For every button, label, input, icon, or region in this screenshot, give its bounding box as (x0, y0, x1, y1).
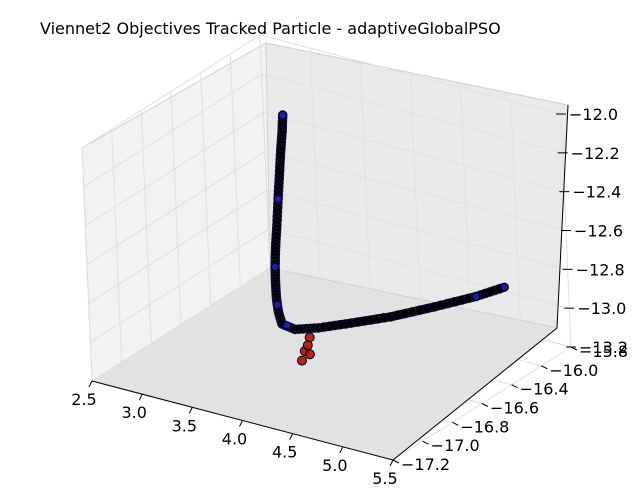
early-point (278, 111, 287, 119)
grid-line-y-floor (151, 342, 453, 423)
grid-line-z-left (91, 267, 271, 382)
grid-line-y-floor (121, 361, 423, 442)
early-point (274, 195, 282, 203)
trajectory-series (270, 110, 509, 335)
grid-line-z-back (264, 151, 567, 231)
y-tick-label: −17.0 (431, 436, 480, 455)
early-point (472, 292, 480, 301)
grid-line-z-left (90, 228, 269, 343)
x-tick-label: 2.5 (71, 390, 96, 409)
final-point (304, 349, 315, 360)
grid-line-z-left (86, 151, 266, 265)
final-point (297, 355, 307, 366)
grid-line-z-left (88, 189, 267, 304)
x-tick-label: 4.5 (272, 443, 297, 462)
y-tick-label: −16.4 (520, 380, 569, 399)
z-tick-group: −13.2 −13.0 −12.8 −12.6 −12.4 −12.2 −12.0 (556, 105, 628, 357)
grid-line-z-back (259, 34, 562, 115)
x-tick-mark (339, 446, 344, 454)
x-tick-label: 5.5 (372, 469, 397, 488)
grid-line-z-back (266, 189, 568, 270)
early-point (500, 283, 509, 291)
y-tick-label: −16.6 (490, 399, 539, 418)
x-tick-label: 3.0 (121, 403, 146, 422)
x-tick-label: 5.0 (322, 456, 347, 475)
y-tick-label: −17.2 (401, 455, 450, 474)
y-tick-mark (422, 440, 429, 445)
x-tick-mark (389, 459, 394, 467)
grid-line-y-floor (210, 305, 512, 386)
z-tick-label: −13.0 (577, 299, 626, 318)
final-point (302, 340, 313, 351)
early-points-series (271, 111, 509, 330)
x-tick-mark (289, 433, 294, 440)
x-tick-label: 3.5 (172, 416, 197, 435)
z-axis (556, 104, 569, 329)
z-tick-label: −12.8 (576, 260, 625, 279)
grid-line-z-back (268, 228, 570, 309)
grid-lines (81, 34, 572, 461)
y-axis (392, 327, 558, 461)
grid-line-z-left (85, 112, 264, 227)
grid-line-z-left (81, 34, 261, 149)
z-tick-label: −12.4 (572, 183, 621, 202)
x-tick-mark (138, 393, 143, 401)
x-tick-mark (239, 420, 243, 427)
grid-line-y-floor (180, 324, 483, 404)
z-tick-label: −12.6 (574, 222, 623, 241)
z-tick-label: −12.0 (569, 105, 618, 124)
grid-line-z-back (261, 73, 563, 154)
y-tick-group: −17.2−17.0−16.8−16.6−16.4−16.0−15.8 (392, 342, 628, 474)
z-tick-label: −13.2 (579, 338, 628, 357)
z-tick-label: −12.2 (571, 144, 620, 163)
y-tick-label: −16.8 (460, 417, 509, 436)
grid-line-z-left (83, 73, 262, 188)
y-tick-label: −15.8 (579, 342, 628, 361)
grid-line-z-back (263, 112, 565, 193)
y-tick-mark (511, 384, 518, 389)
x-tick-group: 2.5 3.0 3.5 4.0 4.5 5.0 5.5 (71, 380, 398, 488)
x-tick-label: 4.0 (222, 430, 247, 449)
early-point (273, 301, 282, 309)
y-tick-mark (452, 421, 459, 426)
final-points-series (297, 332, 315, 366)
x-tick-mark (88, 380, 93, 388)
y-tick-mark (541, 365, 548, 370)
y-tick-label: −16.0 (549, 361, 598, 380)
y-tick-mark (392, 459, 400, 464)
early-point (271, 263, 279, 271)
grid-line-y-floor (240, 286, 542, 367)
chart-title: Viennet2 Objectives Tracked Particle - a… (40, 19, 501, 38)
early-point (283, 321, 291, 330)
y-tick-mark (481, 403, 489, 407)
x-tick-mark (188, 407, 193, 414)
